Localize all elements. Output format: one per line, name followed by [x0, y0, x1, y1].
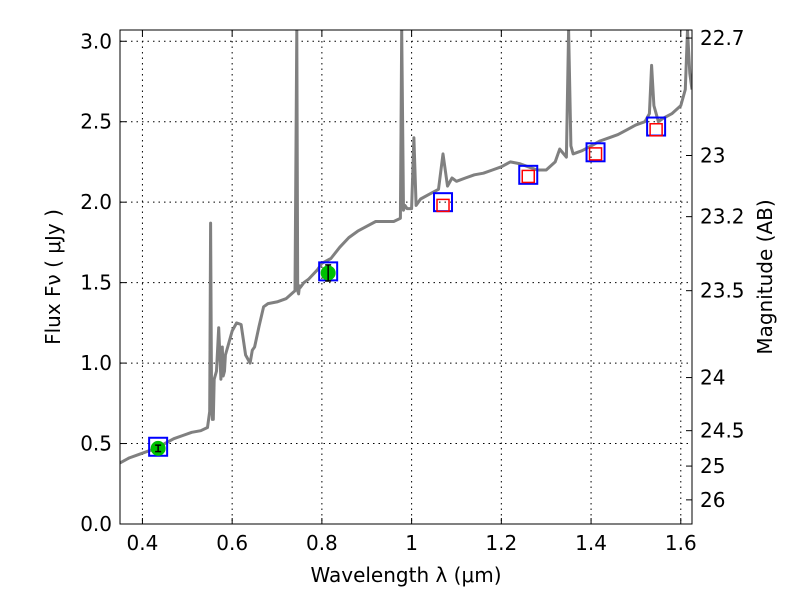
x-tick-label: 0.8	[306, 531, 338, 555]
y-tick-label: 3.0	[80, 29, 112, 53]
y2-tick-label: 23	[700, 144, 725, 168]
filter-averaged-marker	[649, 123, 663, 137]
y2-axis-ticks: 22.7 23 23.2 23.5 24 24.5 25 26	[686, 26, 745, 512]
y-tick-label: 1.0	[80, 351, 112, 375]
y2-tick-label: 26	[700, 488, 725, 512]
axes-frame	[119, 29, 693, 525]
y-axis-label: Flux Fν ( μJy )	[41, 209, 65, 345]
filter-averaged-marker	[521, 169, 536, 184]
y2-tick-label: 24.5	[700, 419, 745, 443]
y-tick-label: 2.0	[80, 190, 112, 214]
x-tick-label: 1.6	[665, 531, 697, 555]
model-photometry-marker	[585, 142, 606, 163]
y-tick-label: 1.5	[80, 271, 112, 295]
y2-tick-label: 24	[700, 366, 725, 390]
x-tick-label: 1.2	[485, 531, 517, 555]
photometry-markers	[148, 116, 667, 457]
y-tick-label: 0.0	[80, 512, 112, 536]
y2-tick-label: 23.5	[700, 279, 745, 303]
error-bar	[325, 264, 332, 282]
x-axis-ticks: 0.4 0.6 0.8 1 1.2 1.4 1.6	[127, 30, 697, 555]
x-axis-label: Wavelength λ (μm)	[310, 563, 501, 587]
gridlines	[120, 30, 692, 525]
x-tick-label: 0.4	[127, 531, 159, 555]
filter-averaged-marker	[588, 147, 603, 161]
x-tick-label: 1	[405, 531, 418, 555]
spectrum-line	[120, 30, 692, 465]
y-tick-label: 0.5	[80, 432, 112, 456]
y2-axis-label: Magnitude (AB)	[753, 199, 777, 354]
y2-tick-label: 23.2	[700, 205, 745, 229]
x-tick-label: 1.4	[575, 531, 607, 555]
error-bar	[155, 444, 162, 453]
y-tick-label: 2.5	[80, 110, 112, 134]
plot-area	[120, 30, 692, 465]
y-axis-ticks: 0.0 0.5 1.0 1.5 2.0 2.5 3.0	[80, 29, 126, 536]
y2-tick-label: 25	[700, 454, 725, 478]
x-tick-label: 0.6	[216, 531, 248, 555]
filter-averaged-marker	[436, 198, 450, 213]
model-photometry-marker	[518, 164, 539, 185]
y2-tick-label: 22.7	[700, 26, 745, 50]
